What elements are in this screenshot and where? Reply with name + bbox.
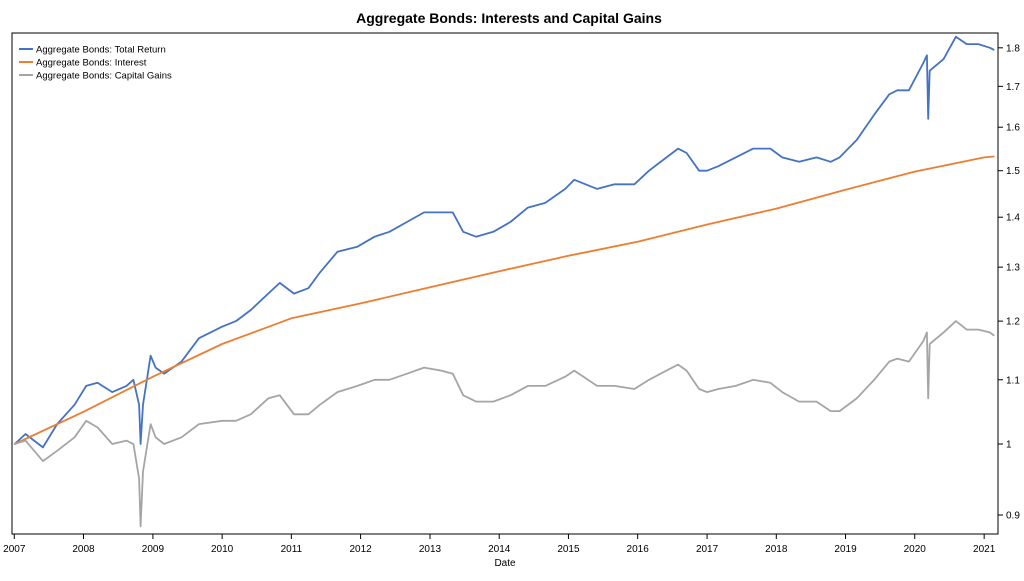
y-tick-label-0: 0.9 (1006, 511, 1020, 522)
y-axis: 0.9 1 1.1 1.2 1.3 1.4 1.5 1.6 1.7 1.8 (998, 43, 1020, 522)
x-tick-label-11: 2018 (765, 544, 788, 555)
x-tick-label-7: 2014 (488, 544, 511, 555)
series-line-0 (13, 35, 995, 449)
x-tick-label-1: 2008 (72, 544, 95, 555)
series-line-1 (13, 155, 995, 445)
x-tick-label-14: 2021 (973, 544, 996, 555)
y-tick-label-8: 1.7 (1006, 82, 1020, 93)
x-tick-label-13: 2020 (904, 544, 927, 555)
y-tick-label-3: 1.2 (1006, 317, 1020, 328)
x-tick-label-0: 2007 (3, 544, 26, 555)
x-axis-label: Date (494, 558, 516, 569)
y-tick-label-9: 1.8 (1006, 43, 1020, 54)
y-tick-label-5: 1.4 (1006, 213, 1020, 224)
y-tick-label-7: 1.6 (1006, 123, 1020, 134)
x-tick-label-12: 2019 (834, 544, 857, 555)
y-tick-label-2: 1.1 (1006, 375, 1020, 386)
plot-area-frame (11, 32, 999, 535)
legend-label-0: Aggregate Bonds: Total Return (36, 45, 166, 56)
legend-label-2: Aggregate Bonds: Capital Gains (36, 71, 172, 82)
x-tick-label-8: 2015 (557, 544, 580, 555)
legend: Aggregate Bonds: Total Return Aggregate B… (19, 45, 172, 82)
legend-label-1: Aggregate Bonds: Interest (36, 58, 147, 69)
y-tick-label-6: 1.5 (1006, 166, 1020, 177)
chart-title: Aggregate Bonds: Interests and Capital G… (356, 10, 662, 26)
x-tick-label-9: 2016 (627, 544, 650, 555)
x-tick-label-2: 2009 (142, 544, 165, 555)
x-axis: 2007 2008 2009 2010 2011 2012 2013 2014 2015 2016… (3, 534, 996, 555)
y-tick-label-4: 1.3 (1006, 263, 1020, 274)
series-layer (13, 35, 995, 528)
x-tick-label-3: 2010 (211, 544, 234, 555)
x-tick-label-10: 2017 (696, 544, 719, 555)
x-tick-label-6: 2013 (419, 544, 442, 555)
x-tick-label-5: 2012 (349, 544, 372, 555)
x-tick-label-4: 2011 (281, 544, 303, 555)
series-line-2 (13, 320, 995, 528)
y-tick-label-1: 1 (1006, 439, 1012, 450)
